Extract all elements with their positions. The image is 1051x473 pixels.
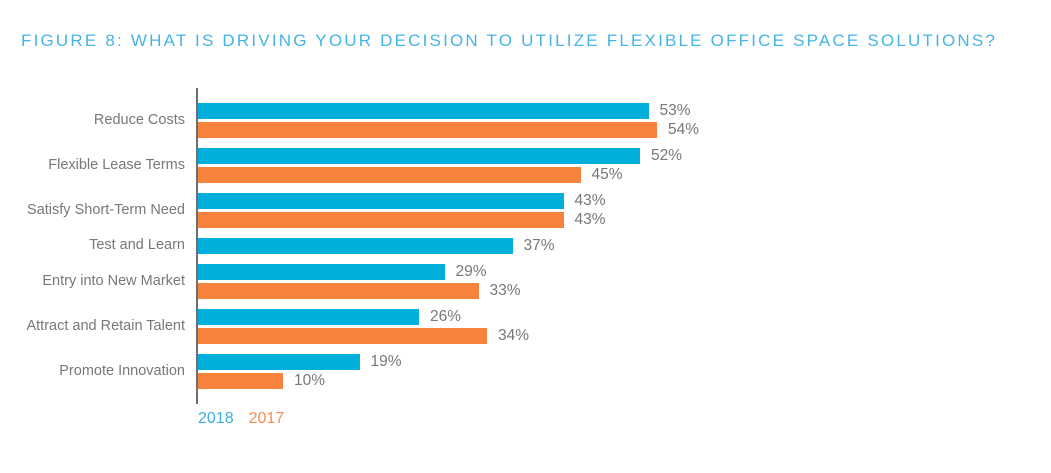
bar-2017 (198, 122, 657, 138)
bar-2018 (198, 264, 445, 280)
category-label: Entry into New Market (42, 272, 185, 289)
bar-line: 37% (198, 237, 555, 254)
value-label: 45% (591, 166, 623, 183)
bar-line: 26% (198, 308, 529, 325)
bar-2018 (198, 309, 419, 325)
bars-column: 29% 33% (198, 263, 521, 299)
category-label: Satisfy Short-Term Need (27, 201, 185, 218)
value-label: 10% (294, 372, 326, 389)
bar-2018 (198, 354, 360, 370)
value-label: 29% (455, 263, 487, 280)
bar-2017 (198, 373, 283, 389)
bar-groups-container: Reduce Costs 53% 54% Flexible Lease Terms 52… (0, 102, 1051, 399)
bar-2018 (198, 193, 564, 209)
bars-column: 26% 34% (198, 308, 530, 344)
category-label: Test and Learn (89, 237, 185, 254)
y-axis-line (196, 88, 198, 404)
bar-line: 43% (198, 192, 606, 209)
bar-group: Flexible Lease Terms 52% 45% (0, 147, 1051, 183)
category-label: Attract and Retain Talent (26, 317, 185, 334)
bar-line: 53% (198, 102, 699, 119)
bar-2018 (198, 103, 649, 119)
legend-2017: 2017 (248, 410, 285, 427)
value-label: 19% (370, 353, 402, 370)
figure-title: FIGURE 8: WHAT IS DRIVING YOUR DECISION … (21, 31, 998, 50)
bar-line: 29% (198, 263, 521, 280)
bar-group: Reduce Costs 53% 54% (0, 102, 1051, 138)
value-label: 52% (651, 147, 683, 164)
bar-2017 (198, 167, 581, 183)
bar-line: 34% (198, 327, 530, 344)
bars-column: 19% 10% (198, 353, 402, 389)
bar-group: Promote Innovation 19% 10% (0, 353, 1051, 389)
bar-line: 45% (198, 166, 682, 183)
value-label: 33% (489, 282, 521, 299)
legend-2018: 2018 (198, 410, 234, 427)
bars-column: 43% 43% (198, 192, 606, 228)
bars-column: 37% (198, 237, 555, 254)
bar-line: 19% (198, 353, 402, 370)
bar-line: 52% (198, 147, 683, 164)
category-label: Reduce Costs (93, 111, 185, 128)
bars-column: 52% 45% (198, 147, 683, 183)
bar-2018 (198, 148, 640, 164)
bar-2017 (198, 212, 564, 228)
value-label: 54% (668, 121, 700, 138)
value-label: 43% (574, 192, 606, 209)
value-label: 43% (574, 211, 606, 228)
bar-2017 (198, 328, 487, 344)
bar-line: 54% (198, 121, 700, 138)
bar-group: Entry into New Market 29% 33% (0, 263, 1051, 299)
bar-2017 (198, 283, 479, 299)
value-label: 53% (659, 102, 691, 119)
bar-line: 43% (198, 211, 606, 228)
value-label: 34% (498, 327, 530, 344)
chart-legend: 2018 2017 (198, 410, 284, 428)
bar-group: Test and Learn 37% (0, 237, 1051, 254)
value-label: 26% (430, 308, 462, 325)
bar-group: Satisfy Short-Term Need 43% 43% (0, 192, 1051, 228)
bar-line: 33% (198, 282, 521, 299)
value-label: 37% (523, 237, 555, 254)
bar-2018 (198, 238, 513, 254)
bars-column: 53% 54% (198, 102, 700, 138)
category-label: Flexible Lease Terms (48, 156, 185, 173)
bar-group: Attract and Retain Talent 26% 34% (0, 308, 1051, 344)
category-label: Promote Innovation (59, 362, 185, 379)
bar-line: 10% (198, 372, 402, 389)
